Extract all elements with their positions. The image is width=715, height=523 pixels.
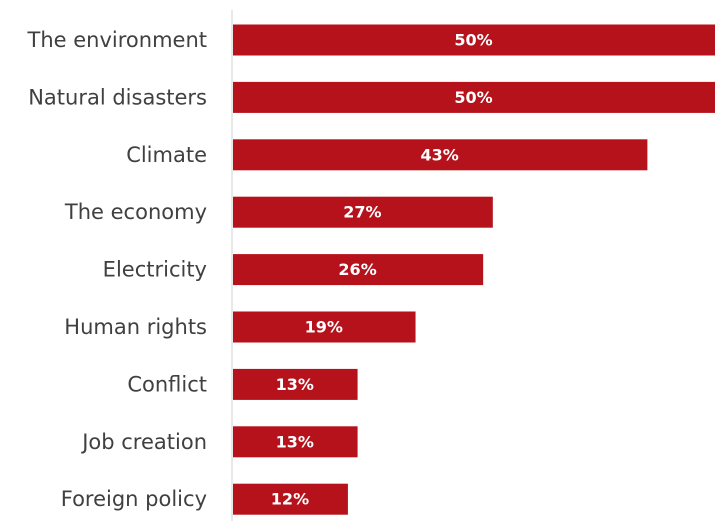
- bar-the-economy: [233, 196, 493, 228]
- category-label-the-environment: The environment: [27, 28, 207, 52]
- category-label-job-creation: Job creation: [80, 430, 207, 454]
- category-label-electricity: Electricity: [103, 258, 207, 282]
- bar-conflict: [233, 368, 358, 400]
- category-labels-group: The environment Natural disasters Climate T…: [27, 28, 207, 511]
- bar-job-creation: [233, 426, 358, 458]
- value-label-natural-disasters: 50%: [454, 88, 492, 107]
- bar-foreign-policy: [233, 483, 348, 515]
- value-label-job-creation: 13%: [276, 432, 314, 451]
- category-label-climate: Climate: [126, 143, 207, 167]
- bar-electricity: [233, 254, 484, 286]
- value-label-electricity: 26%: [338, 260, 376, 279]
- value-labels-group: 50% 50% 43% 27% 26% 19% 13% 13% 12%: [271, 31, 493, 509]
- category-label-conflict: Conflict: [127, 372, 207, 396]
- value-label-conflict: 13%: [276, 375, 314, 394]
- category-label-the-economy: The economy: [64, 200, 207, 224]
- value-label-the-environment: 50%: [454, 31, 492, 50]
- category-label-foreign-policy: Foreign policy: [61, 487, 207, 511]
- value-label-climate: 43%: [421, 145, 459, 164]
- value-label-human-rights: 19%: [305, 318, 343, 337]
- value-label-foreign-policy: 12%: [271, 490, 309, 509]
- bar-climate: [233, 139, 648, 171]
- category-label-human-rights: Human rights: [64, 315, 207, 339]
- bar-human-rights: [233, 311, 416, 343]
- bars-group: [233, 24, 715, 515]
- bar-the-environment: [233, 24, 715, 56]
- bar-natural-disasters: [233, 81, 715, 113]
- category-label-natural-disasters: Natural disasters: [28, 85, 207, 109]
- value-label-the-economy: 27%: [343, 203, 381, 222]
